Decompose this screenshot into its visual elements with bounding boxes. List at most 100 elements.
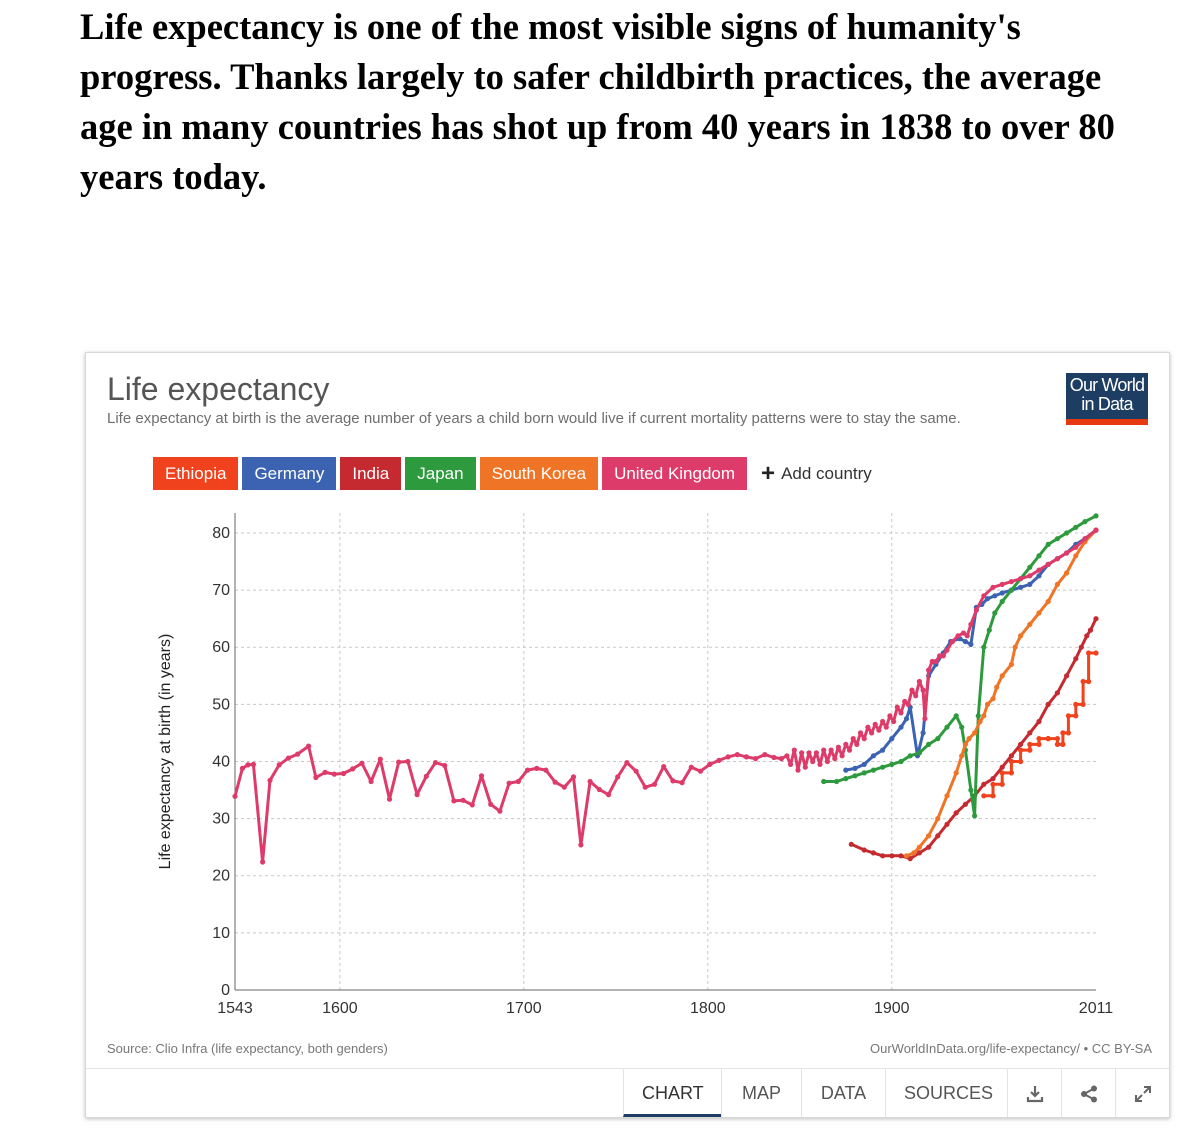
data-point-united-kingdom xyxy=(534,765,540,771)
owid-logo[interactable]: Our World in Data xyxy=(1066,373,1148,425)
data-point-united-kingdom xyxy=(960,630,967,636)
data-point-japan xyxy=(944,724,950,730)
tab-sources[interactable]: SOURCES xyxy=(885,1069,1007,1117)
data-point-japan xyxy=(1054,536,1060,542)
data-point-ethiopia xyxy=(1054,736,1060,742)
data-point-south-korea xyxy=(994,684,1000,690)
data-point-united-kingdom xyxy=(232,793,238,799)
data-point-united-kingdom xyxy=(778,756,785,762)
data-point-south-korea xyxy=(903,853,910,859)
y-tick-label: 60 xyxy=(212,639,230,656)
data-point-ethiopia xyxy=(1065,713,1071,719)
expand-icon[interactable] xyxy=(1115,1069,1169,1117)
data-point-japan xyxy=(834,778,840,785)
data-point-japan xyxy=(852,773,858,779)
x-tick-label: 1600 xyxy=(322,1000,358,1017)
data-point-japan xyxy=(1093,513,1099,519)
x-tick-label: 1900 xyxy=(874,1000,910,1017)
data-point-india xyxy=(889,853,895,859)
source-url[interactable]: OurWorldInData.org/life-expectancy/ • CC… xyxy=(869,1041,1152,1056)
download-icon[interactable] xyxy=(1007,1069,1061,1117)
data-point-ethiopia xyxy=(1086,650,1092,656)
data-point-united-kingdom xyxy=(515,778,521,785)
tab-data[interactable]: DATA xyxy=(801,1069,885,1117)
logo-line-1: Our World xyxy=(1069,375,1145,395)
data-point-germany xyxy=(898,724,904,730)
legend-chip-germany[interactable]: Germany xyxy=(242,457,337,490)
legend-chip-united-kingdom[interactable]: United Kingdom xyxy=(602,457,748,490)
data-point-united-kingdom xyxy=(469,802,475,808)
data-point-south-korea xyxy=(990,696,996,702)
data-point-united-kingdom xyxy=(981,593,987,599)
legend-chip-south-korea[interactable]: South Korea xyxy=(479,457,599,490)
legend-chip-ethiopia[interactable]: Ethiopia xyxy=(153,457,239,490)
data-point-india xyxy=(870,850,877,856)
data-point-united-kingdom xyxy=(596,786,602,793)
data-point-germany xyxy=(1018,584,1024,590)
data-point-south-korea xyxy=(999,673,1005,679)
data-point-south-korea xyxy=(1045,598,1051,605)
data-point-united-kingdom xyxy=(405,758,411,765)
data-point-ethiopia xyxy=(1018,747,1024,753)
share-icon[interactable] xyxy=(1061,1069,1115,1117)
data-point-india xyxy=(1008,753,1015,759)
y-tick-label: 0 xyxy=(221,982,230,999)
legend-chip-japan[interactable]: Japan xyxy=(405,457,476,490)
x-tick-label: 1543 xyxy=(217,1000,253,1017)
data-point-ethiopia xyxy=(990,793,996,799)
data-point-japan xyxy=(926,741,932,747)
data-point-united-kingdom xyxy=(1027,573,1033,579)
data-point-united-kingdom xyxy=(386,796,393,802)
data-point-united-kingdom xyxy=(716,757,722,763)
headline: Life expectancy is one of the most visib… xyxy=(80,6,1115,197)
legend-chip-india[interactable]: India xyxy=(340,457,402,490)
y-tick-label: 20 xyxy=(212,868,230,885)
data-point-india xyxy=(981,781,987,787)
data-point-united-kingdom xyxy=(633,768,639,774)
data-point-india xyxy=(1087,627,1094,633)
data-point-united-kingdom xyxy=(451,798,457,804)
data-point-united-kingdom xyxy=(524,767,531,773)
data-point-united-kingdom xyxy=(1064,550,1070,556)
data-point-india xyxy=(999,764,1005,770)
data-point-united-kingdom xyxy=(891,718,897,725)
data-point-india xyxy=(962,801,969,807)
tab-map[interactable]: MAP xyxy=(721,1069,801,1117)
chart-title: Life expectancy xyxy=(107,371,330,407)
data-point-united-kingdom xyxy=(872,721,878,727)
data-point-united-kingdom xyxy=(824,758,831,765)
data-point-united-kingdom xyxy=(771,754,777,761)
data-point-united-kingdom xyxy=(239,765,245,771)
data-point-japan xyxy=(986,627,992,633)
data-point-germany xyxy=(968,641,974,647)
data-point-united-kingdom xyxy=(267,777,273,783)
data-point-united-kingdom xyxy=(642,784,648,790)
tab-chart[interactable]: CHART xyxy=(623,1069,721,1117)
data-point-united-kingdom xyxy=(734,752,740,758)
data-point-south-korea xyxy=(972,730,978,736)
data-point-japan xyxy=(972,813,978,819)
data-point-united-kingdom xyxy=(810,758,816,765)
data-point-united-kingdom xyxy=(442,762,448,769)
data-point-united-kingdom xyxy=(802,764,808,770)
add-country-button[interactable]: + Add country xyxy=(761,461,872,485)
y-axis-label: Life expectancy at birth (in years) xyxy=(157,634,174,870)
data-point-united-kingdom xyxy=(832,756,838,762)
data-point-united-kingdom xyxy=(857,730,864,736)
y-tick-label: 40 xyxy=(212,753,230,770)
data-point-united-kingdom xyxy=(396,759,402,765)
data-point-united-kingdom xyxy=(937,653,943,659)
data-point-united-kingdom xyxy=(506,780,512,786)
data-point-united-kingdom xyxy=(839,753,845,759)
data-point-united-kingdom xyxy=(670,778,676,784)
data-point-japan xyxy=(1027,564,1033,570)
data-point-united-kingdom xyxy=(377,756,383,762)
y-tick-label: 50 xyxy=(212,696,230,713)
data-point-south-korea xyxy=(935,816,941,822)
data-point-united-kingdom xyxy=(1018,576,1024,582)
data-point-germany xyxy=(870,753,877,759)
data-point-india xyxy=(1084,633,1090,639)
data-point-united-kingdom xyxy=(905,701,911,707)
data-point-united-kingdom xyxy=(828,747,834,753)
data-point-south-korea xyxy=(926,833,932,839)
